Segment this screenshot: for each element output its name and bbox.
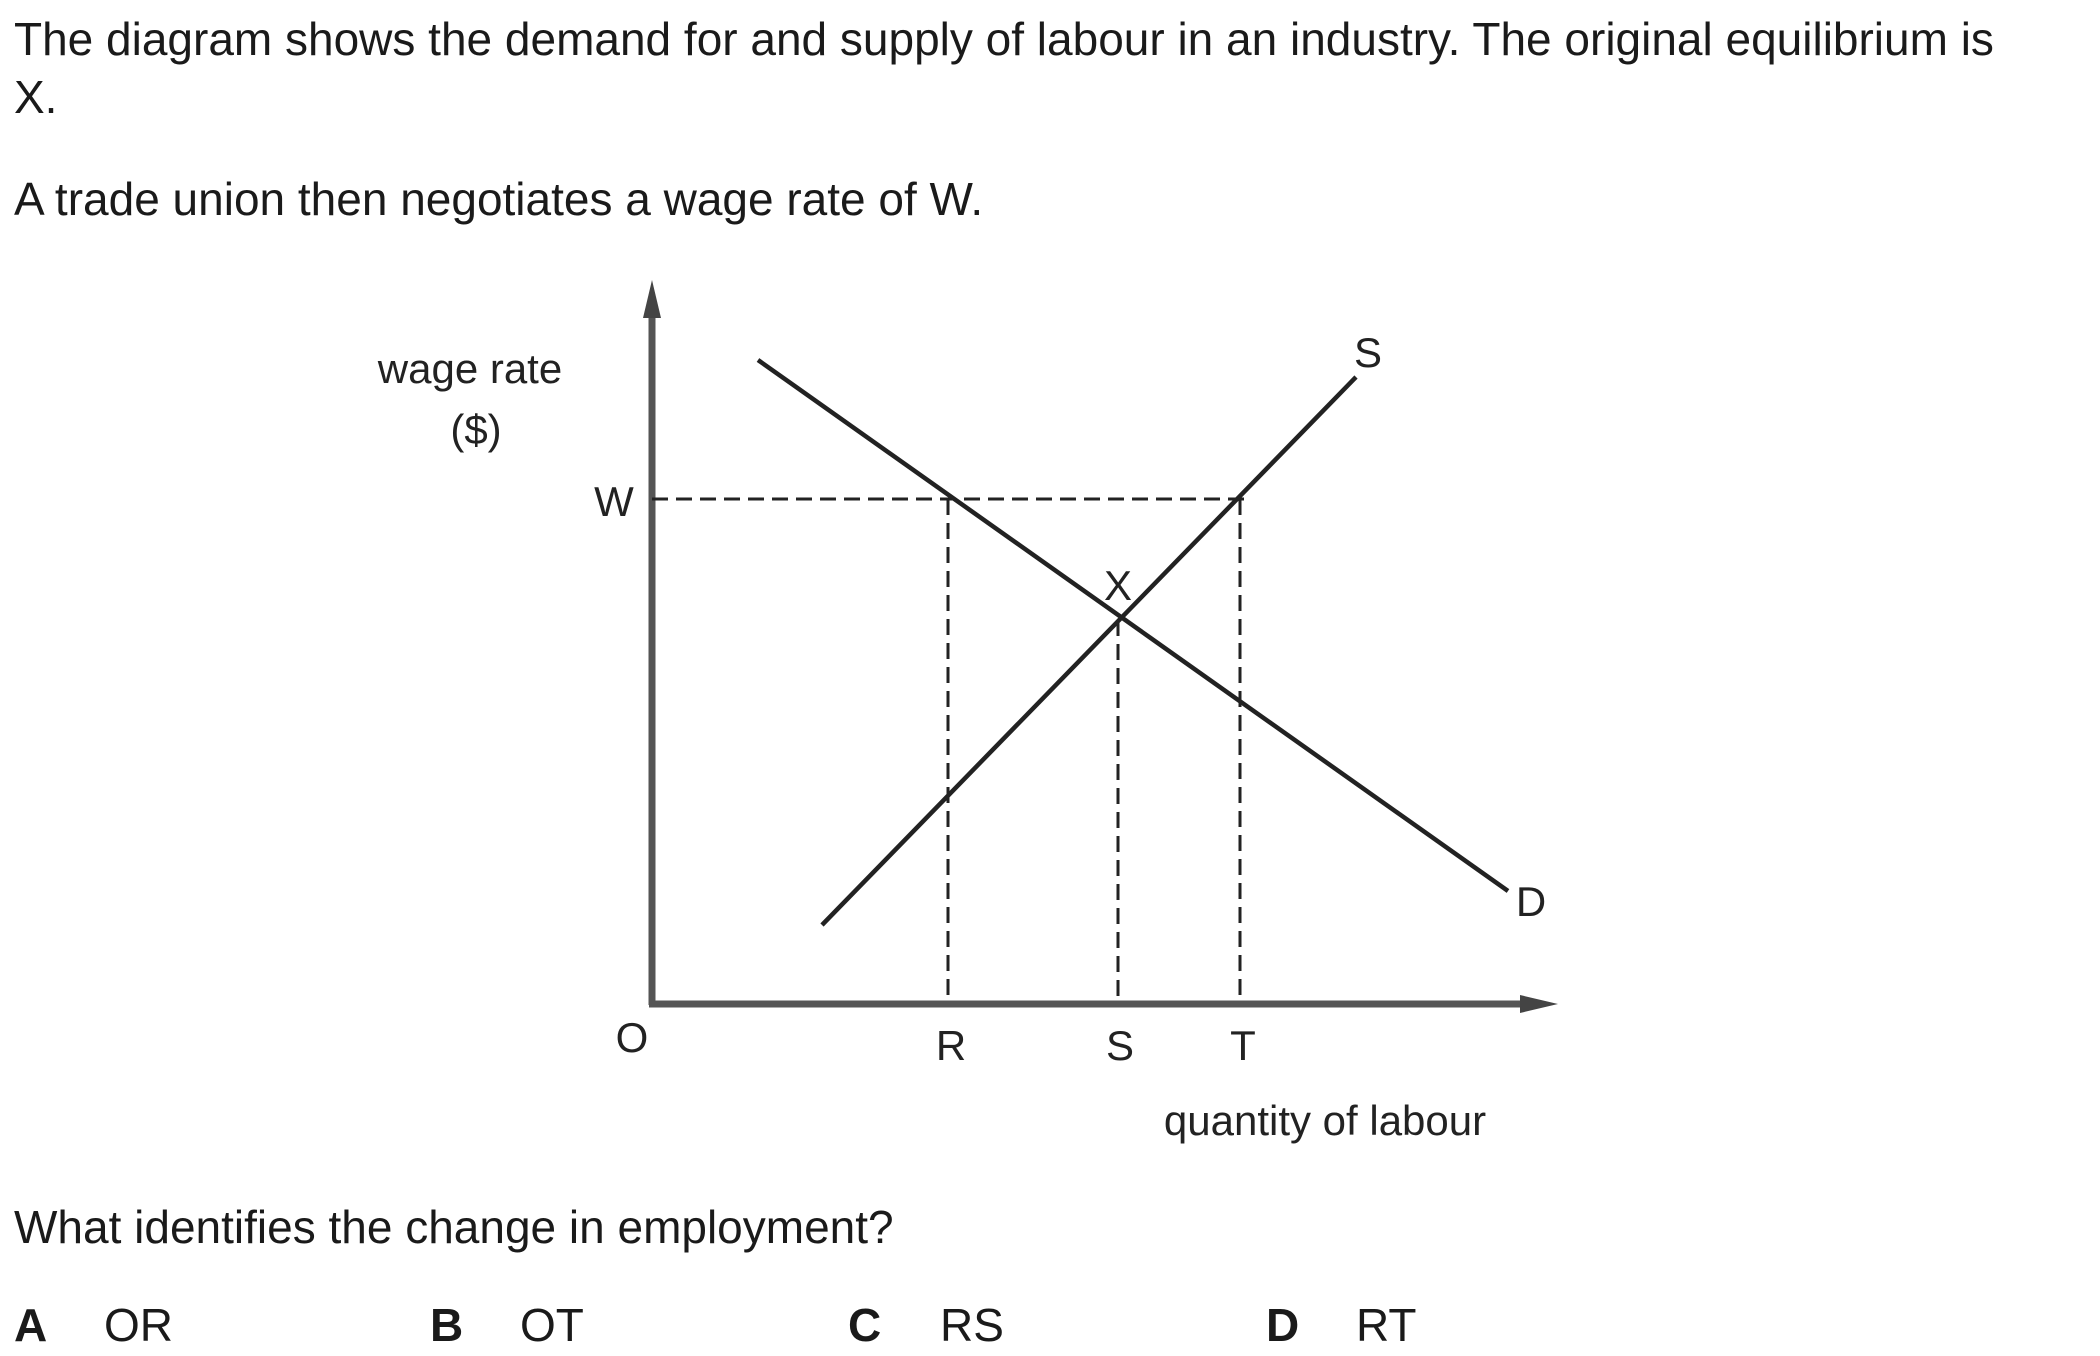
labour-market-diagram: wage rate ($) W X S D O R S T quantity o…: [377, 280, 1558, 1144]
question-intro: The diagram shows the demand for and sup…: [14, 13, 1994, 123]
supply-curve-label: S: [1354, 329, 1382, 376]
option-text: OT: [520, 1299, 584, 1351]
option-letter: A: [14, 1299, 48, 1351]
quantity-label-r: R: [936, 1022, 966, 1069]
answer-options: A OR B OT C RS D RT: [0, 1296, 2100, 1356]
wage-label: W: [594, 478, 634, 525]
option-text: RT: [1356, 1299, 1417, 1351]
option-text: RS: [940, 1299, 1004, 1351]
option-text: OR: [104, 1299, 173, 1351]
equilibrium-label: X: [1104, 562, 1132, 609]
option-c[interactable]: C RS: [848, 1296, 1004, 1354]
option-b[interactable]: B OT: [430, 1296, 584, 1354]
x-axis-arrow: [1520, 995, 1558, 1013]
y-axis-unit: ($): [450, 406, 501, 453]
option-letter: C: [848, 1299, 882, 1351]
option-a[interactable]: A OR: [14, 1296, 173, 1354]
option-d[interactable]: D RT: [1266, 1296, 1417, 1354]
y-axis-label: wage rate: [377, 345, 562, 392]
demand-curve-label: D: [1516, 878, 1546, 925]
question-prompt: What identifies the change in employment…: [14, 1201, 894, 1253]
origin-label: O: [616, 1014, 649, 1061]
y-axis-arrow: [643, 280, 661, 318]
question-intro-union: A trade union then negotiates a wage rat…: [14, 173, 984, 225]
demand-curve: [756, 358, 1510, 893]
option-letter: B: [430, 1299, 464, 1351]
quantity-label-s: S: [1106, 1022, 1134, 1069]
quantity-label-t: T: [1230, 1022, 1256, 1069]
supply-curve: [820, 375, 1358, 927]
x-axis-label: quantity of labour: [1164, 1097, 1486, 1144]
option-letter: D: [1266, 1299, 1300, 1351]
